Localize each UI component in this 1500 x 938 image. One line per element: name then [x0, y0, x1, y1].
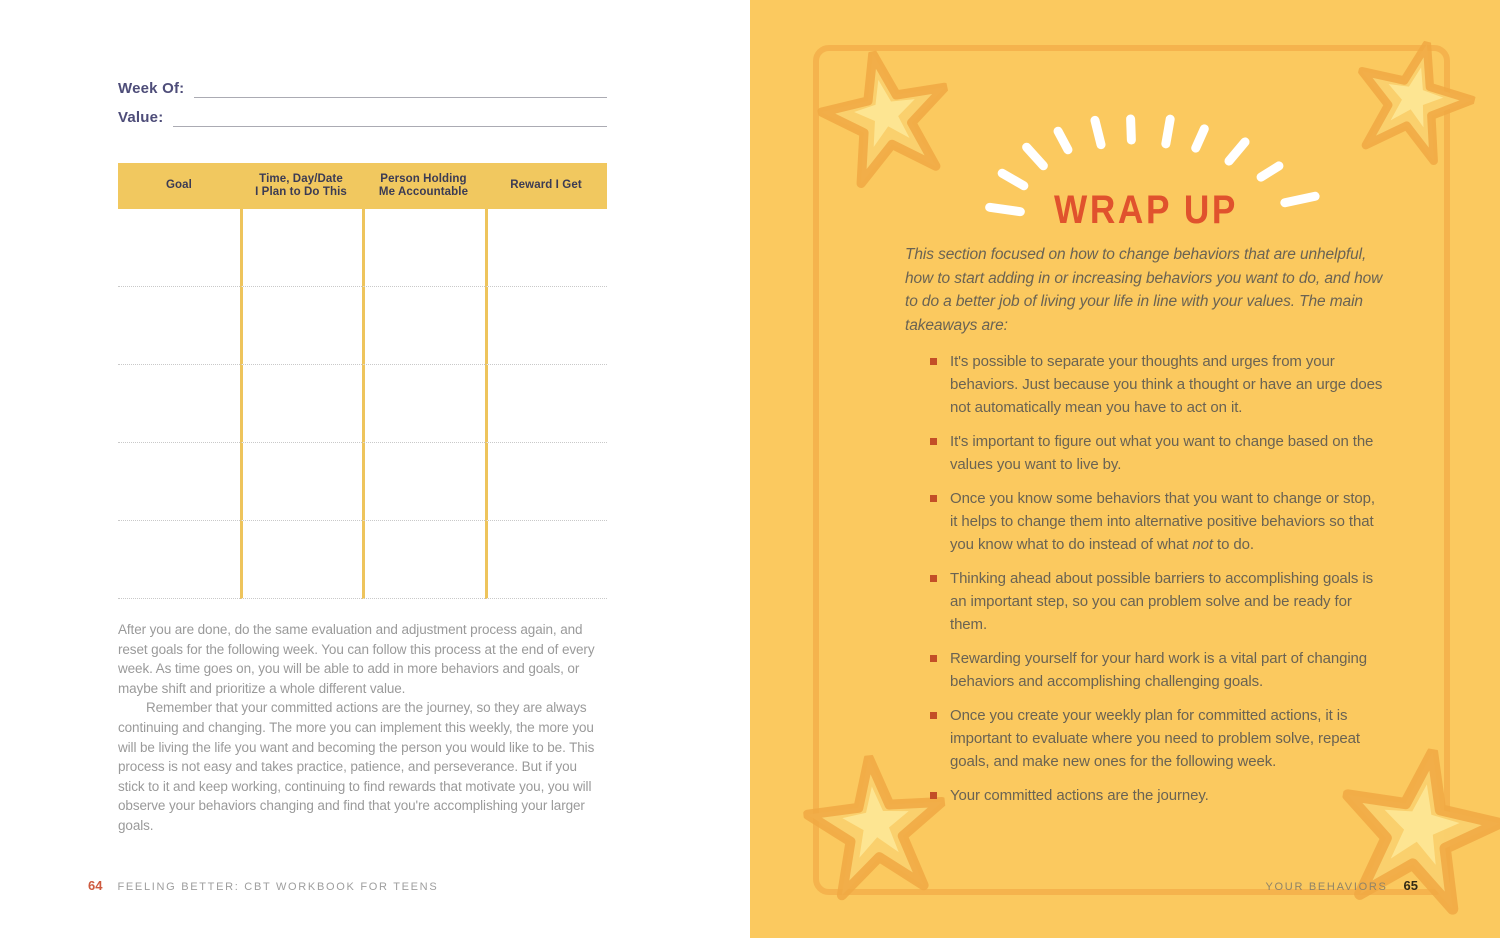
list-item: Thinking ahead about possible barriers t… [930, 567, 1385, 636]
table-cell [118, 209, 240, 287]
table-cell [362, 521, 485, 599]
table-cell [240, 287, 362, 365]
section-intro: This section focused on how to change be… [905, 246, 1383, 334]
page-number: 64 [88, 878, 103, 893]
bullet-square-icon [930, 792, 937, 799]
table-cell [362, 209, 485, 287]
star-decoration-bottom-left [798, 748, 954, 904]
bullet-square-icon [930, 712, 937, 719]
right-page-footer: YOUR BEHAVIORS 65 [1266, 878, 1418, 893]
sun-ray-icon [1125, 114, 1137, 145]
paragraph: Remember that your committed actions are… [118, 700, 595, 833]
value-field: Value: [118, 109, 607, 127]
list-item-text: Your committed actions are the journey. [950, 787, 1209, 804]
table-cell [362, 287, 485, 365]
list-item: Once you know some behaviors that you wa… [930, 487, 1385, 556]
table-cell [485, 287, 607, 365]
takeaways-list: It's possible to separate your thoughts … [930, 350, 1385, 818]
table-cell [118, 443, 240, 521]
table-cell [240, 443, 362, 521]
table-cell [118, 287, 240, 365]
list-item-text: Thinking ahead about possible barriers t… [950, 570, 1374, 633]
bullet-square-icon [930, 655, 937, 662]
table-cell [362, 443, 485, 521]
column-header-time: Time, Day/Date I Plan to Do This [255, 172, 347, 199]
value-label: Value: [118, 109, 164, 126]
table-cell [118, 365, 240, 443]
list-item: Once you create your weekly plan for com… [930, 704, 1385, 773]
week-of-field: Week Of: [118, 80, 607, 98]
column-header-goal: Goal [166, 179, 192, 192]
paragraph: After you are done, do the same evaluati… [118, 622, 595, 696]
list-item: It's possible to separate your thoughts … [930, 350, 1385, 419]
committed-actions-table: Goal Time, Day/Date I Plan to Do This Pe… [118, 163, 607, 599]
list-item-text: Rewarding yourself for your hard work is… [950, 650, 1368, 690]
bullet-square-icon [930, 495, 937, 502]
list-item: It's important to figure out what you wa… [930, 430, 1385, 476]
decorative-frame-border [813, 45, 1450, 895]
table-body [118, 209, 607, 599]
table-cell [485, 365, 607, 443]
list-item-text: It's important to figure out what you wa… [950, 433, 1374, 473]
running-chapter-title: YOUR BEHAVIORS [1265, 881, 1388, 893]
list-item-text: Once you know some behaviors that you wa… [950, 490, 1375, 553]
list-item: Rewarding yourself for your hard work is… [930, 647, 1385, 693]
column-header-person: Person Holding Me Accountable [378, 172, 469, 199]
table-cell [362, 365, 485, 443]
table-cell [485, 209, 607, 287]
page-number: 65 [1403, 878, 1418, 893]
value-blank-line [173, 109, 607, 127]
table-cell [118, 521, 240, 599]
list-item-text: Once you create your weekly plan for com… [950, 707, 1360, 770]
left-page: Week Of: Value: Goal Time, Day/Date I Pl… [88, 80, 607, 893]
table-cell [240, 365, 362, 443]
column-header-reward: Reward I Get [510, 179, 582, 192]
bullet-square-icon [930, 358, 937, 365]
section-heading: WRAP UP [1053, 188, 1239, 232]
star-decoration-top-right [1340, 27, 1485, 172]
table-cell [240, 521, 362, 599]
table-cell [485, 443, 607, 521]
list-item: Your committed actions are the journey. [930, 784, 1385, 807]
left-page-body-text: After you are done, do the same evaluati… [118, 620, 607, 836]
week-of-blank-line [194, 80, 607, 98]
table-header-row: Goal Time, Day/Date I Plan to Do This Pe… [118, 163, 607, 209]
table-cell [485, 521, 607, 599]
bullet-square-icon [930, 575, 937, 582]
bullet-square-icon [930, 438, 937, 445]
star-decoration-top-left [808, 38, 965, 195]
right-page: WRAP UP This section focused on how to c… [750, 0, 1500, 938]
list-item-text: It's possible to separate your thoughts … [950, 353, 1383, 416]
running-book-title: FEELING BETTER: CBT WORKBOOK FOR TEENS [117, 881, 439, 893]
star-decoration-bottom-right [1325, 735, 1500, 923]
week-of-label: Week Of: [118, 80, 185, 97]
table-cell [240, 209, 362, 287]
left-page-footer: 64 FEELING BETTER: CBT WORKBOOK FOR TEEN… [88, 878, 438, 893]
